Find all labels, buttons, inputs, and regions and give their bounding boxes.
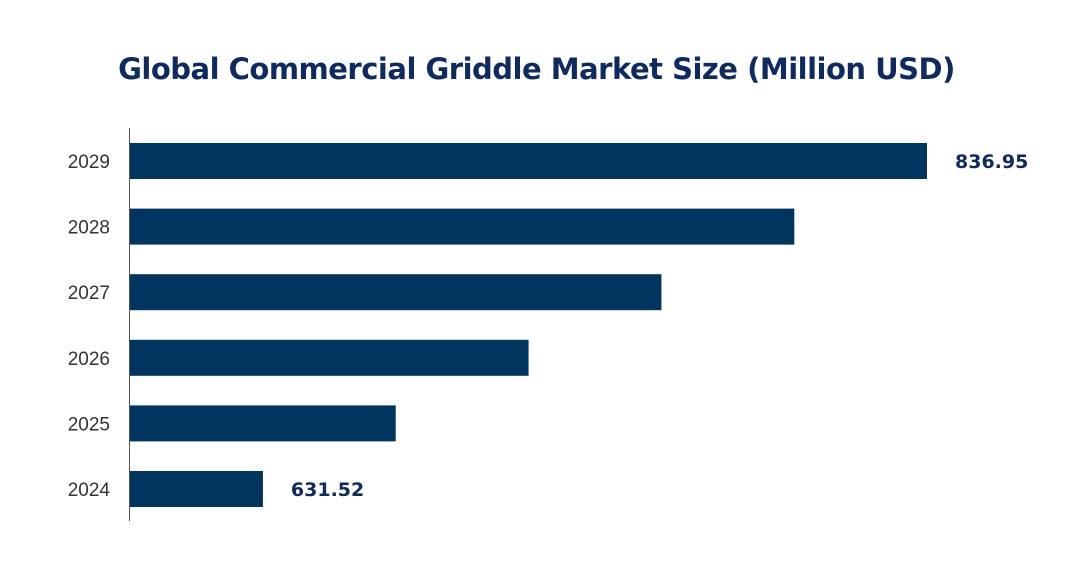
y-tick-label-2027: 2027 — [68, 283, 110, 304]
data-label-2024: 631.52 — [291, 479, 364, 501]
bar-2024 — [130, 471, 263, 507]
y-tick-label-2026: 2026 — [68, 349, 110, 370]
bar-2029 — [130, 143, 927, 179]
chart-title: Global Commercial Griddle Market Size (M… — [118, 52, 955, 86]
bar-2026 — [130, 339, 529, 376]
bar-2027 — [130, 274, 662, 311]
data-label-2029: 836.95 — [955, 151, 1028, 173]
bar-2028 — [130, 208, 795, 245]
y-tick-label-2029: 2029 — [68, 152, 110, 173]
y-tick-label-2025: 2025 — [68, 414, 110, 435]
y-tick-label-2024: 2024 — [68, 480, 111, 501]
bar-2025 — [130, 405, 396, 442]
y-tick-label-2028: 2028 — [68, 218, 110, 239]
